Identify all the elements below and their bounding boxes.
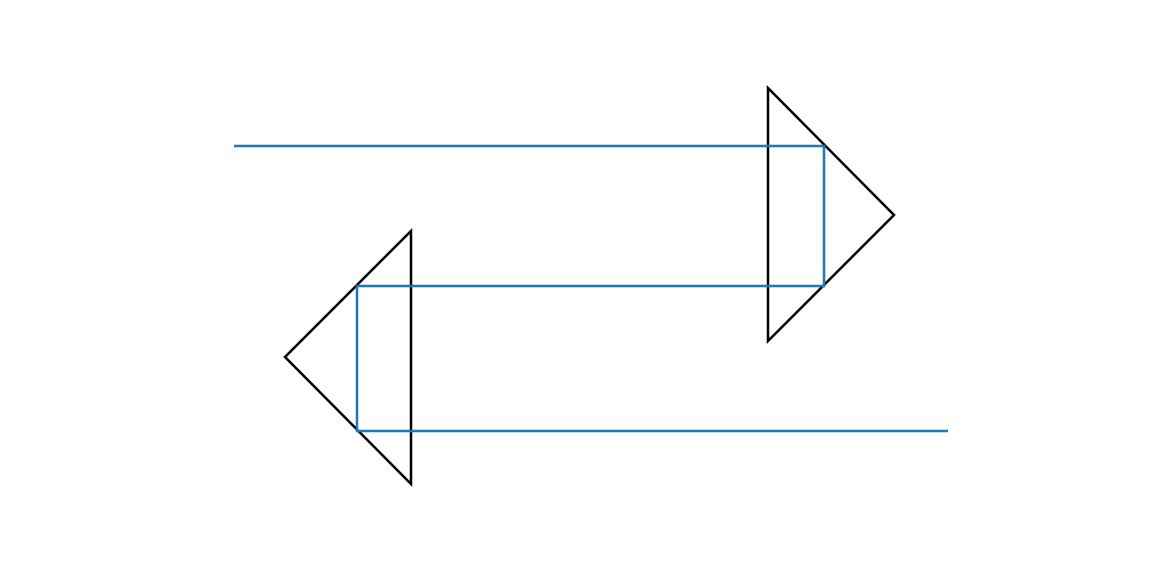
- right-pointing-triangle: [766, 84, 896, 345]
- stepped-connector-line: [234, 144, 948, 433]
- left-pointing-triangle: [283, 227, 413, 488]
